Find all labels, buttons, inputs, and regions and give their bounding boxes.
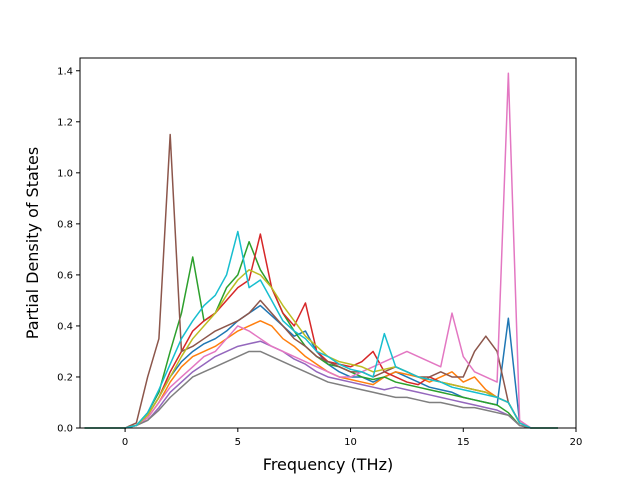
axes-layer [79, 57, 577, 429]
y-axis-title: Partial Density of States [23, 147, 42, 339]
series-line-3 [84, 240, 558, 429]
y-tick-label: 0.0 [57, 424, 73, 435]
series-line-5 [84, 340, 558, 429]
y-tick-label: 1.2 [57, 117, 73, 128]
series-line-7 [84, 72, 558, 429]
x-tick-label: 15 [457, 437, 470, 448]
y-tick-label: 0.2 [57, 372, 73, 383]
x-tick-label: 5 [235, 437, 241, 448]
y-tick-label: 0.4 [57, 321, 73, 332]
plot-frame [79, 57, 577, 429]
ticks-layer: 0 5 10 15 20 0.0 0.2 0.4 0.6 0.8 1.0 1.2 1.4 [57, 66, 582, 448]
y-tick-label: 0.6 [57, 270, 73, 281]
x-tick-label: 10 [344, 437, 357, 448]
series-layer [84, 72, 558, 429]
x-tick-label: 0 [122, 437, 128, 448]
y-tick-label: 1.0 [57, 168, 73, 179]
x-tick-label: 20 [570, 437, 583, 448]
y-tick-label: 0.8 [57, 219, 73, 230]
series-line-8 [84, 350, 558, 429]
y-tick-label: 1.4 [57, 66, 73, 77]
x-axis-title: Frequency (THz) [263, 455, 393, 474]
series-line-10 [84, 230, 558, 429]
